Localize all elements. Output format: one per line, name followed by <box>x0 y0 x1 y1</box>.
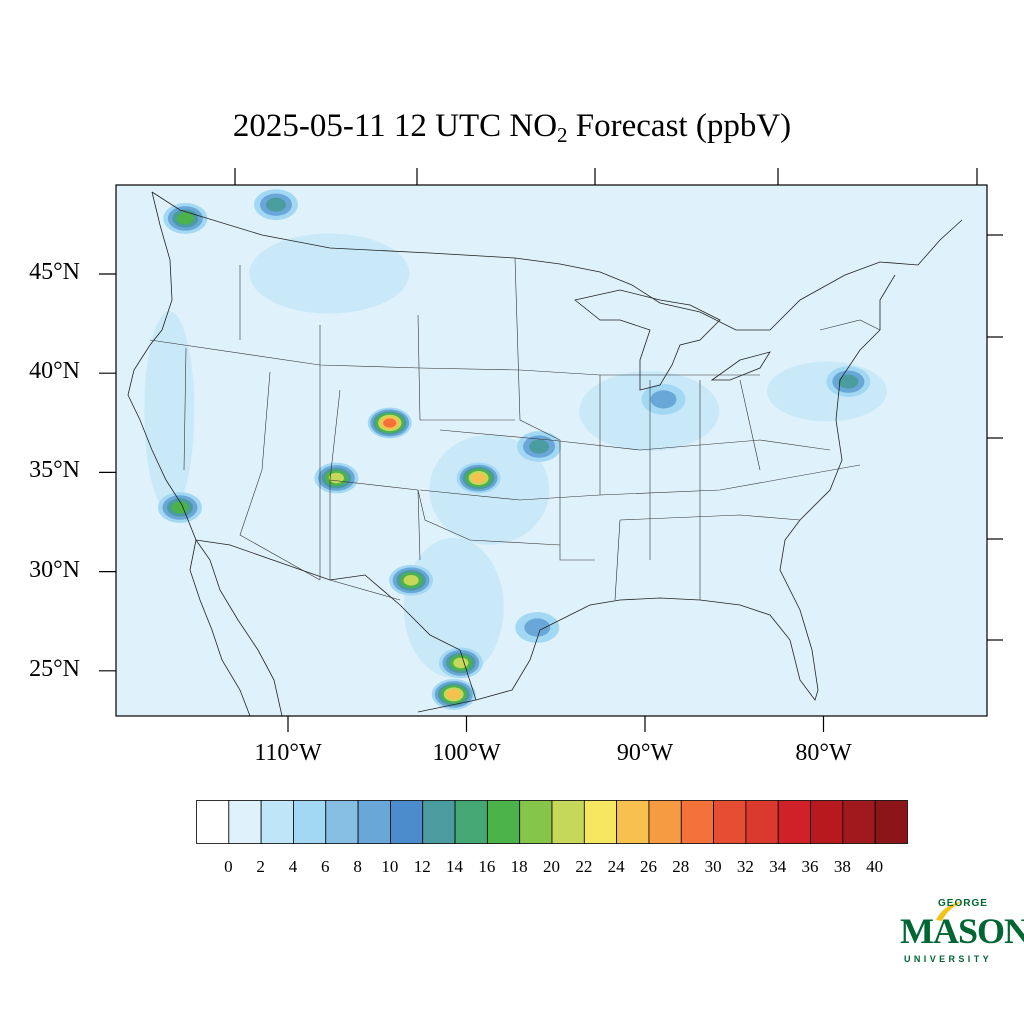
lon-label: 110°W <box>254 740 322 766</box>
lat-label: 25°N <box>29 655 80 682</box>
colorbar-swatch <box>810 800 844 844</box>
gmu-logo: GEORGE MASON UNIVERSITY <box>898 898 1024 968</box>
lon-label: 80°W <box>795 740 852 766</box>
great-lakes <box>574 289 721 391</box>
hotspot-new-york <box>838 374 859 389</box>
colorbar-swatch <box>680 800 714 844</box>
boundaries <box>127 191 963 716</box>
colorbar-label: 28 <box>672 857 690 876</box>
concentration-field <box>144 189 888 710</box>
colorbar-swatch <box>551 800 585 844</box>
mexico-border <box>195 539 477 701</box>
hotspot-eagle-ford <box>453 657 469 669</box>
colorbar-label: 4 <box>288 857 298 876</box>
state-lines <box>149 257 881 601</box>
colorbar-label: 14 <box>446 857 464 876</box>
lat-label: 40°N <box>29 358 80 385</box>
colorbar <box>196 800 908 844</box>
colorbar-swatch <box>713 800 747 844</box>
hotspot-seattle <box>176 212 194 225</box>
title-main: 2025-05-11 12 UTC NO <box>232 108 558 144</box>
map-frame <box>115 184 988 717</box>
hotspot-kansas-city <box>529 439 550 454</box>
colorbar-label: 24 <box>607 857 625 876</box>
colorbar-label: 20 <box>543 857 560 876</box>
field-patch <box>767 361 888 422</box>
colorbar-swatch <box>293 800 327 844</box>
gulf-coast <box>417 274 896 713</box>
hotspot-permian-basin <box>403 574 419 586</box>
colorbar-label: 38 <box>833 857 851 876</box>
colorbar-swatch <box>390 800 424 844</box>
hotspot-los-angeles <box>171 501 189 514</box>
colorbar-label: 22 <box>575 857 593 876</box>
colorbar-swatch <box>454 800 488 844</box>
colorbar-label: 32 <box>736 857 754 876</box>
lat-label: 45°N <box>29 259 80 285</box>
colorbar-swatch <box>325 800 359 844</box>
colorbar-swatch <box>196 800 230 844</box>
field-patch <box>249 233 410 314</box>
hotspot-albuquerque <box>328 472 345 484</box>
colorbar-swatch <box>357 800 391 844</box>
canada-border <box>151 191 963 331</box>
colorbar-swatch <box>422 800 456 844</box>
chart-title: 2025-05-11 12 UTC NO2 Forecast (ppbV) <box>0 108 1024 148</box>
axis-ticks <box>99 168 1003 732</box>
hotspot-monterrey <box>446 689 461 700</box>
west-coast <box>127 191 283 716</box>
colorbar-label: 26 <box>639 857 657 876</box>
colorbar-swatch <box>519 800 553 844</box>
colorbar-swatch <box>648 800 682 844</box>
colorbar-swatch <box>228 800 262 844</box>
colorbar-label: 0 <box>224 857 233 876</box>
colorbar-label: 18 <box>510 857 528 876</box>
colorbar-swatch <box>777 800 811 844</box>
lat-label: 35°N <box>29 457 80 484</box>
colorbar-label: 30 <box>704 857 722 876</box>
baja <box>189 539 251 716</box>
lake-erie <box>710 351 771 381</box>
colorbar-label: 16 <box>478 857 496 876</box>
logo-mason: MASON <box>900 911 1024 951</box>
hotspot-denver <box>383 418 397 428</box>
title-subscript: 2 <box>557 123 568 147</box>
colorbar-swatch <box>842 800 876 844</box>
colorbar-swatch <box>745 800 779 844</box>
swoosh-icon <box>936 901 963 921</box>
colorbar-swatch <box>616 800 650 844</box>
lon-label: 90°W <box>616 740 674 766</box>
colorbar-label: 2 <box>256 857 265 876</box>
logo-university: UNIVERSITY <box>904 954 993 964</box>
colorbar-label: 8 <box>353 857 362 876</box>
hotspot-houston <box>524 618 551 637</box>
logo-george: GEORGE <box>938 898 988 909</box>
field-patch <box>144 311 195 512</box>
colorbar-swatch <box>486 800 521 844</box>
lon-label: 100°W <box>432 740 501 766</box>
colorbar-swatch <box>260 800 294 844</box>
colorbar-label: 40 <box>866 857 884 876</box>
colorbar-label: 12 <box>413 857 431 876</box>
colorbar-label: 36 <box>801 857 819 876</box>
hotspot-chicago <box>650 390 677 409</box>
colorbar-label: 34 <box>769 857 787 876</box>
colorbar-label: 10 <box>381 857 399 876</box>
colorbar-label: 6 <box>321 857 330 876</box>
colorbar-swatch <box>874 800 908 844</box>
field-patch <box>579 371 720 452</box>
colorbar-swatch <box>583 800 618 844</box>
lat-label: 30°N <box>29 556 80 583</box>
hotspot-alberta <box>265 197 286 212</box>
hotspot-oklahoma <box>471 473 486 483</box>
title-rest: Forecast (ppbV) <box>567 108 792 144</box>
